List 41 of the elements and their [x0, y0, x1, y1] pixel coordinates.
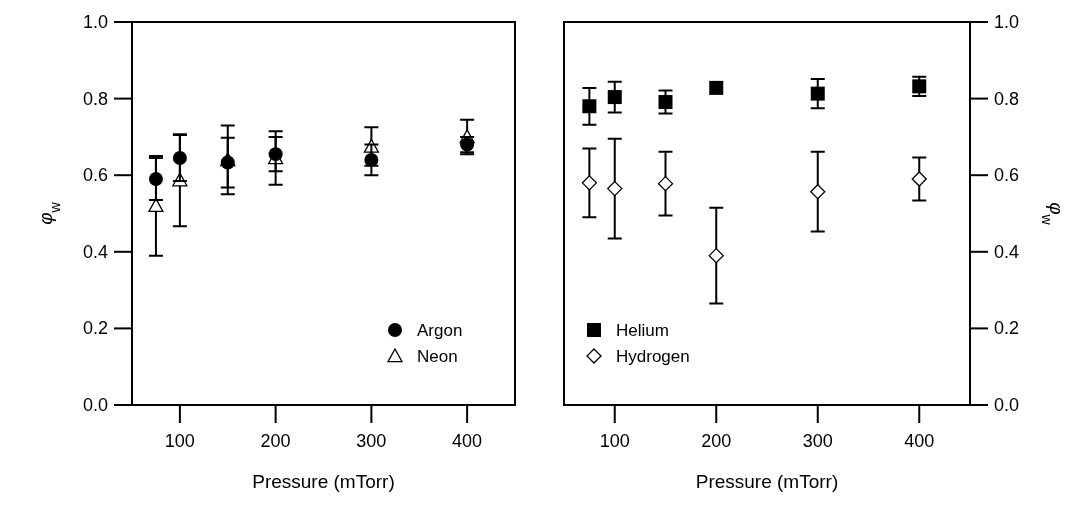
x-tick-label: 400	[452, 431, 483, 451]
x-tick-label: 100	[164, 431, 195, 451]
point	[172, 150, 187, 165]
point	[148, 172, 163, 187]
y-tick-label: 0.2	[82, 318, 108, 339]
y2-tick-label: 0.8	[994, 88, 1020, 109]
y-tick-label: 0.8	[82, 88, 108, 109]
x-axis-title: Pressure (mTorr)	[695, 471, 839, 492]
y-tick-label: 1.0	[82, 12, 108, 32]
legend-label: Neon	[417, 347, 458, 366]
x-tick-label: 200	[701, 431, 732, 451]
y2-tick-label: 0.2	[994, 318, 1020, 339]
legend-label: Hydrogen	[616, 347, 690, 366]
point	[810, 184, 826, 200]
x-tick-label: 300	[802, 431, 833, 451]
y-tick-label: 0.0	[82, 395, 108, 415]
point	[657, 175, 674, 192]
point	[708, 247, 724, 264]
x-tick-label: 300	[356, 431, 387, 451]
y2-tick-label: 0.4	[994, 241, 1020, 262]
point	[581, 175, 598, 191]
point	[607, 90, 622, 105]
y-tick-label: 0.6	[82, 165, 108, 186]
y2-tick-label: 0.6	[994, 165, 1020, 186]
point	[220, 155, 235, 170]
point	[607, 180, 623, 197]
x-tick-label: 200	[260, 431, 291, 451]
legend-label: Helium	[616, 321, 669, 340]
point	[810, 86, 825, 101]
y2-tick-label: 0.0	[994, 395, 1020, 415]
point	[911, 171, 927, 187]
x-tick-label: 100	[599, 431, 630, 451]
x-axis-title: Pressure (mTorr)	[252, 471, 395, 492]
point	[582, 99, 597, 114]
point	[709, 80, 724, 95]
x-tick-label: 400	[904, 431, 935, 451]
y-tick-label: 0.4	[82, 241, 108, 262]
point	[658, 95, 673, 110]
point	[364, 152, 379, 167]
legend-label: Argon	[417, 321, 463, 340]
y2-tick-label: 1.0	[994, 12, 1020, 32]
